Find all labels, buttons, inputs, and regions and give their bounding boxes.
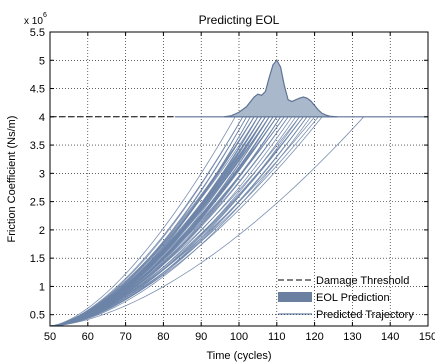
y-tick-label: 2.5	[30, 197, 45, 209]
x-tick-label: 80	[157, 331, 169, 343]
x-tick-label: 60	[82, 331, 94, 343]
trajectory-line	[49, 116, 315, 327]
legend-label-eol: EOL Prediction	[316, 292, 390, 304]
trajectory-line	[49, 116, 300, 327]
trajectory-line	[49, 116, 312, 327]
y-tick-label: 5.5	[30, 27, 45, 39]
y-tick-label: 1	[39, 281, 45, 293]
y-axis-label: Friction Coefficient (Ns/m)	[6, 116, 18, 243]
legend-label-trajectory: Predicted Trajectory	[316, 309, 414, 321]
y-tick-labels: 0.5 1 1.5 2 2.5 3 3.5 4 4.5 5 5.5	[30, 27, 45, 322]
trajectory-line	[49, 116, 319, 327]
trajectory-line	[49, 116, 285, 327]
tick-marks	[49, 31, 429, 326]
x-axis-label: Time (cycles)	[207, 350, 272, 362]
x-tick-label: 110	[268, 331, 286, 343]
legend-eol-swatch	[278, 292, 312, 302]
eol-distribution-area	[223, 59, 338, 118]
y-tick-label: 5	[39, 55, 45, 67]
x-tick-label: 70	[119, 331, 131, 343]
x-tick-label: 120	[305, 331, 323, 343]
legend-label-threshold: Damage Threshold	[316, 275, 409, 287]
x-tick-labels: 50 60 70 80 90 100 110 120 130 140 150	[44, 331, 435, 343]
y-tick-label: 1.5	[30, 253, 45, 265]
trajectory-line	[49, 116, 365, 327]
x-tick-label: 130	[343, 331, 361, 343]
x-tick-label: 90	[195, 331, 207, 343]
trajectory-line	[49, 116, 259, 327]
y-multiplier-label: x 10	[24, 16, 43, 27]
trajectory-line	[49, 116, 308, 327]
y-tick-label: 0.5	[30, 310, 45, 322]
trajectory-line	[49, 116, 270, 327]
legend: Damage Threshold EOL Prediction Predicte…	[278, 275, 414, 321]
trajectory-line	[49, 116, 304, 327]
trajectory-line	[49, 116, 278, 327]
y-tick-label: 3	[39, 168, 45, 180]
predicted-trajectories	[49, 116, 365, 327]
eol-prediction	[174, 59, 428, 118]
x-tick-label: 50	[44, 331, 56, 343]
y-tick-label: 3.5	[30, 140, 45, 152]
y-tick-label: 2	[39, 225, 45, 237]
x-tick-label: 140	[381, 331, 399, 343]
y-tick-label: 4	[39, 112, 45, 124]
chart-title: Predicting EOL	[199, 13, 280, 27]
y-tick-label: 4.5	[30, 84, 45, 96]
y-multiplier-exponent: 6	[43, 12, 47, 19]
trajectory-line	[49, 116, 236, 327]
plot-area	[49, 31, 429, 327]
trajectory-line	[49, 116, 323, 327]
x-tick-label: 100	[230, 331, 248, 343]
trajectory-line	[49, 116, 285, 327]
x-tick-label: 150	[419, 331, 435, 343]
